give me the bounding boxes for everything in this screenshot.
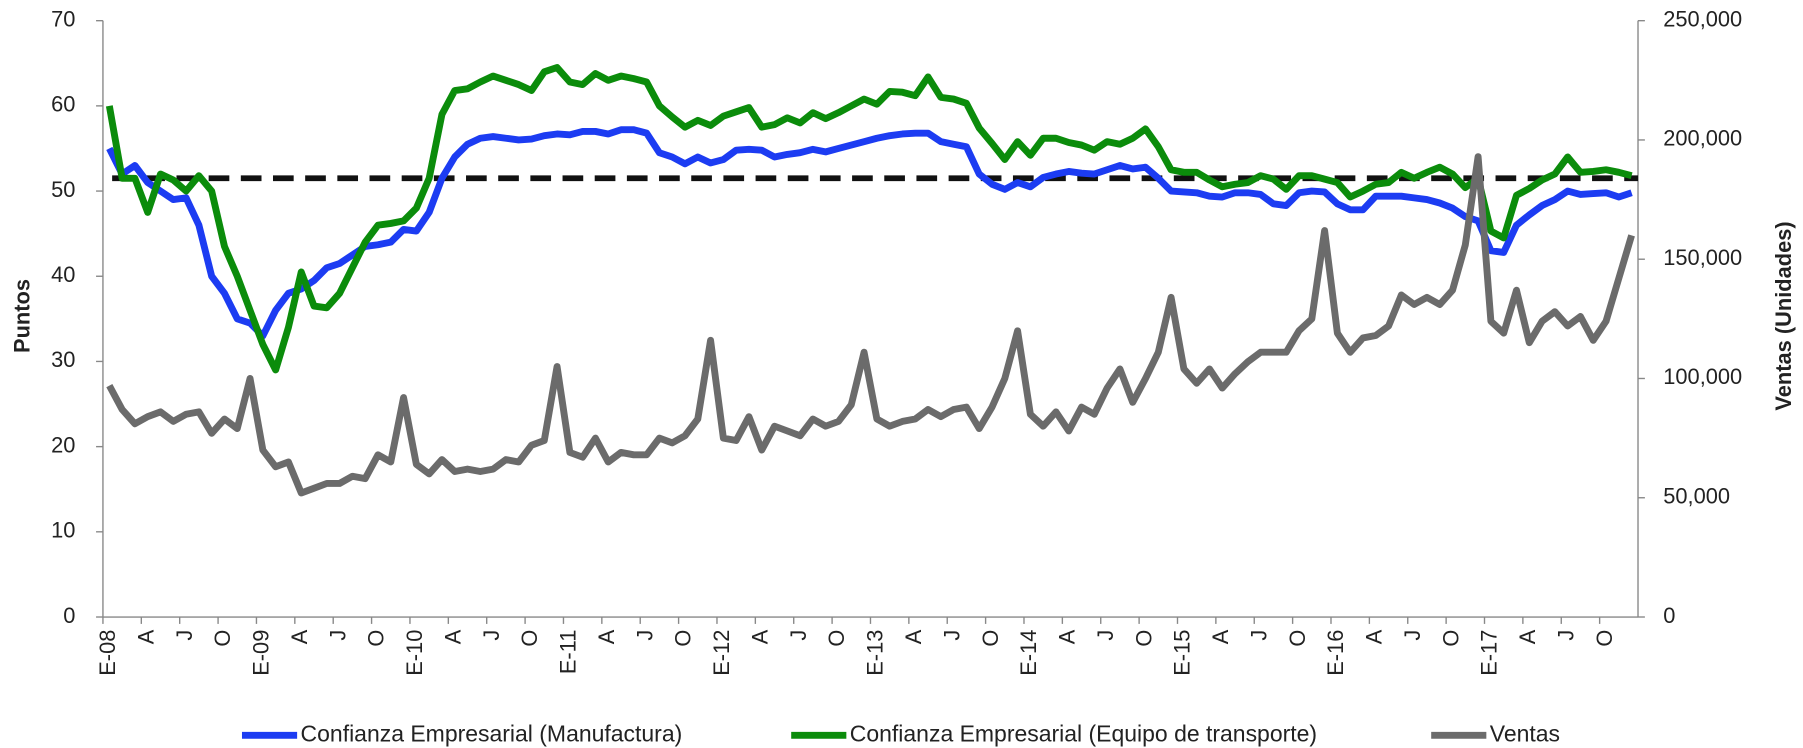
- x-tick-label: E-15: [1170, 630, 1195, 676]
- y2-tick-label: 0: [1663, 603, 1675, 628]
- x-tick-label: A: [287, 629, 312, 644]
- x-tick-label: J: [479, 630, 504, 641]
- x-tick-label: O: [978, 630, 1003, 647]
- y-tick-label: 70: [51, 6, 75, 31]
- x-tick-label: A: [1362, 629, 1387, 644]
- x-tick-label: E-10: [402, 630, 427, 676]
- y2-tick-label: 200,000: [1663, 126, 1742, 151]
- y-tick-label: 60: [51, 92, 75, 117]
- y-tick-label: 0: [63, 603, 75, 628]
- x-tick-label: O: [1285, 630, 1310, 647]
- x-tick-label: A: [133, 629, 158, 644]
- x-tick-label: O: [1131, 630, 1156, 647]
- x-tick-label: O: [824, 630, 849, 647]
- x-tick-label: A: [1208, 629, 1233, 644]
- x-tick-label: J: [325, 630, 350, 641]
- x-tick-label: E-08: [95, 630, 120, 676]
- x-tick-label: O: [517, 630, 542, 647]
- x-tick-label: E-16: [1323, 630, 1348, 676]
- y2-tick-label: 150,000: [1663, 245, 1742, 270]
- x-tick-label: O: [210, 630, 235, 647]
- series-line: [105, 64, 1633, 374]
- x-tick-label: J: [1246, 630, 1271, 641]
- x-tick-label: O: [671, 630, 696, 647]
- x-tick-label: E-14: [1016, 630, 1041, 676]
- x-tick-label: O: [1438, 630, 1463, 647]
- x-tick-label: A: [1515, 629, 1540, 644]
- x-tick-label: A: [1055, 629, 1080, 644]
- x-tick-label: E-11: [556, 630, 581, 675]
- x-tick-label: J: [939, 630, 964, 641]
- x-tick-label: J: [1553, 630, 1578, 641]
- x-tick-label: J: [786, 630, 811, 641]
- x-tick-label: E-12: [709, 630, 734, 676]
- x-tick-label: A: [748, 629, 773, 644]
- x-tick-label: A: [901, 629, 926, 644]
- x-tick-label: E-09: [249, 630, 274, 676]
- legend-label: Confianza Empresarial (Manufactura): [301, 720, 683, 746]
- x-tick-label: J: [632, 630, 657, 641]
- x-tick-label: J: [172, 630, 197, 641]
- y2-tick-label: 50,000: [1663, 484, 1730, 509]
- y-tick-label: 10: [51, 518, 75, 543]
- y-tick-label: 40: [51, 262, 75, 287]
- x-tick-label: O: [364, 630, 389, 647]
- y-axis-title: Puntos: [9, 279, 34, 353]
- x-tick-label: A: [440, 629, 465, 644]
- y-tick-label: 50: [51, 177, 75, 202]
- y-tick-label: 20: [51, 432, 75, 457]
- x-tick-label: A: [594, 629, 619, 644]
- series-line: [106, 126, 1633, 340]
- x-tick-label: E-17: [1477, 630, 1502, 676]
- x-tick-label: E-13: [863, 630, 888, 676]
- y2-tick-label: 250,000: [1663, 6, 1742, 31]
- y-tick-label: 30: [51, 347, 75, 372]
- y2-axis-title: Ventas (Unidades): [1771, 221, 1796, 410]
- x-tick-label: J: [1400, 630, 1425, 641]
- series-line: [106, 153, 1635, 497]
- x-tick-label: O: [1592, 630, 1617, 647]
- legend-label: Confianza Empresarial (Equipo de transpo…: [850, 720, 1317, 746]
- y2-tick-label: 100,000: [1663, 364, 1742, 389]
- legend-label: Ventas: [1490, 720, 1560, 746]
- x-tick-label: J: [1093, 630, 1118, 641]
